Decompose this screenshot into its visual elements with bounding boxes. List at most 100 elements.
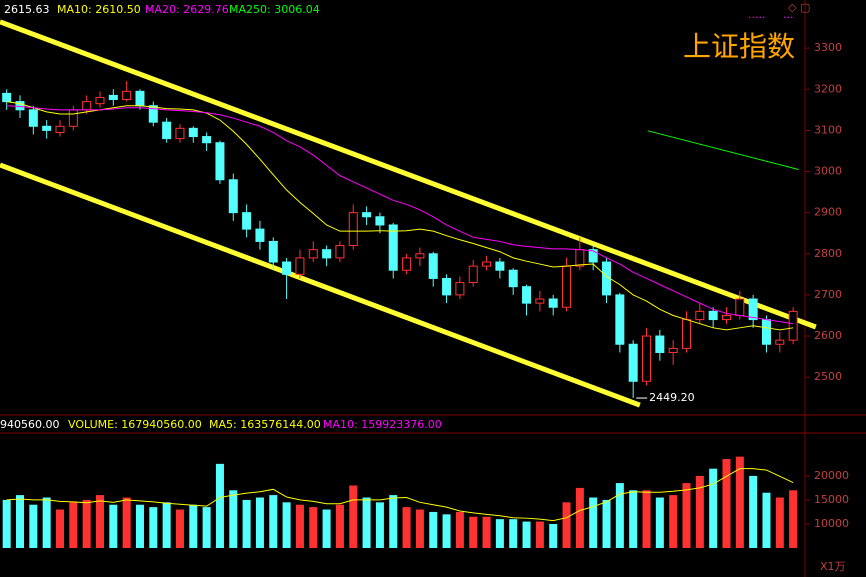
y-tick-label: 3000 bbox=[814, 165, 842, 178]
candle-body bbox=[122, 90, 132, 101]
legend-text: MA5: 163576144.00 bbox=[209, 418, 321, 431]
candle-body bbox=[15, 101, 25, 111]
volume-bar bbox=[749, 475, 758, 548]
volume-bar bbox=[322, 509, 331, 548]
legend-text: 940560.00 bbox=[0, 418, 60, 431]
candle-body bbox=[708, 310, 718, 321]
candle-body bbox=[615, 294, 625, 345]
annotation-label: 2449.20 bbox=[649, 391, 695, 404]
volume-bar bbox=[402, 507, 411, 548]
legend-text: 2615.63 bbox=[4, 3, 50, 16]
toolbar-icon[interactable]: ◇ ▢ bbox=[788, 1, 810, 14]
candle-body bbox=[362, 212, 372, 218]
candle-body bbox=[108, 94, 118, 101]
candle-body bbox=[575, 249, 585, 267]
y-tick-label: 3300 bbox=[814, 41, 842, 54]
volume-bar bbox=[602, 499, 611, 548]
candle-body bbox=[388, 224, 398, 271]
candle-body bbox=[28, 109, 38, 127]
legend-text: MA250: 3006.04 bbox=[229, 3, 320, 16]
y-tick-label: 20000 bbox=[814, 469, 849, 482]
volume-bar bbox=[349, 485, 358, 548]
volume-bar bbox=[455, 511, 464, 548]
candle-body bbox=[135, 90, 145, 107]
candle-body bbox=[2, 92, 12, 103]
volume-bar bbox=[282, 502, 291, 548]
candle-body bbox=[335, 245, 345, 259]
candle-body bbox=[55, 125, 65, 133]
volume-bar bbox=[229, 490, 238, 548]
volume-bar bbox=[16, 495, 24, 548]
volume-bar bbox=[162, 502, 171, 548]
candle-body bbox=[228, 179, 238, 214]
candle-body bbox=[162, 121, 172, 140]
candle-body bbox=[242, 212, 252, 230]
volume-bar bbox=[695, 475, 704, 548]
candle-body bbox=[82, 101, 92, 111]
volume-bar bbox=[149, 507, 158, 548]
volume-bar bbox=[469, 516, 478, 548]
candle-body bbox=[295, 257, 305, 275]
candle-body bbox=[748, 298, 758, 321]
volume-bar bbox=[82, 499, 91, 548]
volume-bar bbox=[682, 483, 691, 548]
candle-body bbox=[215, 142, 225, 181]
volume-bar bbox=[189, 504, 198, 548]
volume-bar bbox=[642, 490, 651, 548]
volume-bar bbox=[709, 468, 718, 548]
candle-body bbox=[68, 109, 78, 127]
volume-bar bbox=[2, 499, 11, 548]
ma-line bbox=[6, 105, 794, 325]
volume-bar bbox=[269, 495, 278, 548]
y-tick-label: 3100 bbox=[814, 123, 842, 136]
candle-body bbox=[188, 127, 198, 138]
candle-body bbox=[402, 257, 412, 271]
volume-bar bbox=[95, 495, 104, 548]
toolbar-icon[interactable]: ····· bbox=[748, 11, 765, 24]
volume-bar bbox=[589, 497, 598, 548]
trend-line bbox=[0, 19, 817, 330]
candle-body bbox=[788, 310, 798, 341]
volume-bar bbox=[655, 497, 664, 548]
volume-bar bbox=[335, 504, 344, 548]
y-tick-label: 10000 bbox=[814, 517, 849, 530]
volume-bar bbox=[549, 523, 558, 548]
volume-bar bbox=[215, 463, 224, 548]
candle-body bbox=[522, 286, 532, 304]
volume-bar bbox=[629, 490, 638, 548]
trend-line bbox=[0, 162, 641, 408]
candle-body bbox=[682, 319, 691, 349]
candle-body bbox=[642, 335, 652, 382]
ma-line bbox=[647, 130, 799, 170]
candle-body bbox=[775, 339, 785, 345]
candle-body bbox=[282, 261, 292, 275]
y-tick-label: 2900 bbox=[814, 206, 842, 219]
candle-body bbox=[761, 319, 771, 345]
volume-bar bbox=[735, 456, 744, 548]
volume-bar bbox=[255, 497, 264, 548]
candle-body bbox=[668, 347, 678, 353]
volume-bar bbox=[522, 521, 531, 548]
volume-bar bbox=[669, 495, 678, 548]
candle-body bbox=[495, 261, 505, 271]
volume-bar bbox=[295, 504, 304, 548]
ma-line bbox=[6, 468, 794, 522]
volume-bar bbox=[389, 495, 398, 548]
volume-bar bbox=[762, 492, 771, 548]
y-tick-label: 15000 bbox=[814, 493, 849, 506]
legend-text: MA10: 159923376.00 bbox=[323, 418, 442, 431]
unit-label: X1万 bbox=[820, 560, 846, 573]
toolbar-icon[interactable]: ··· bbox=[783, 11, 794, 24]
legend-text: MA20: 2629.76 bbox=[145, 3, 229, 16]
volume-bar bbox=[42, 497, 51, 548]
y-tick-label: 2700 bbox=[814, 288, 842, 301]
chart-title: 上证指数 bbox=[683, 30, 795, 63]
volume-bar bbox=[575, 487, 584, 548]
volume-bar bbox=[175, 509, 184, 548]
legend-text: MA10: 2610.50 bbox=[57, 3, 141, 16]
candle-body bbox=[175, 127, 185, 140]
candle-body bbox=[548, 298, 558, 308]
candle-body bbox=[562, 265, 572, 308]
candle-body bbox=[322, 249, 332, 259]
